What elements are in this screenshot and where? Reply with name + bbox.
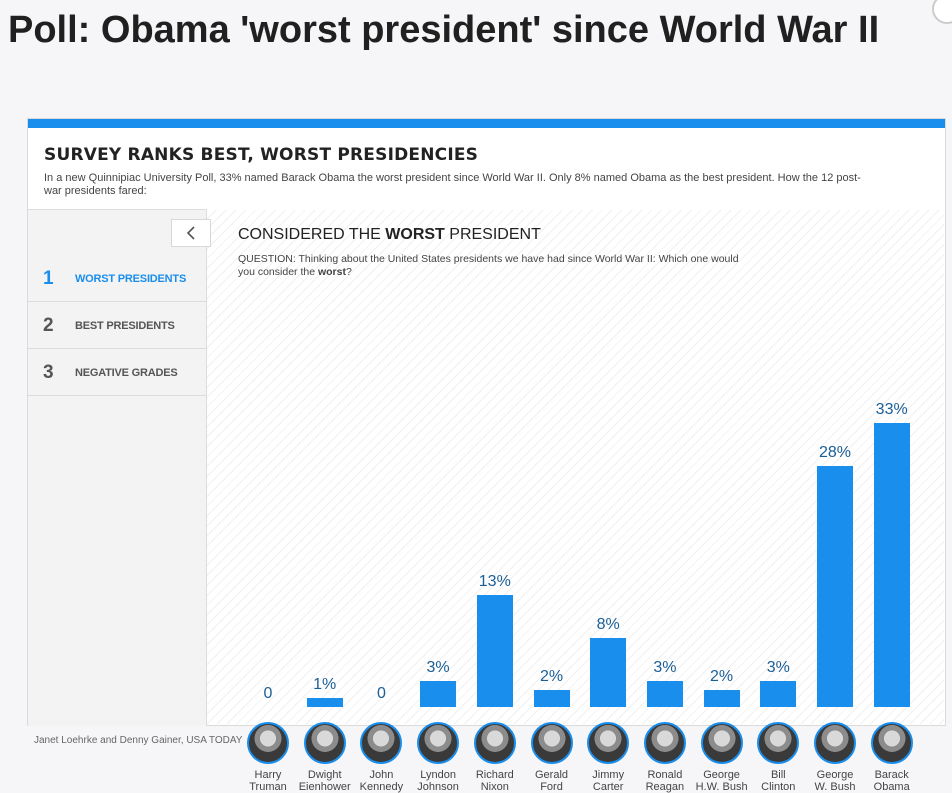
chart-title-bold: WORST xyxy=(385,226,445,243)
bar-value-label: 0 xyxy=(263,685,273,702)
sidebar-item-number: 1 xyxy=(43,268,54,289)
question-bold: worst xyxy=(317,266,346,278)
chart-title-prefix: CONSIDERED THE xyxy=(238,226,386,243)
president-photo xyxy=(814,722,856,764)
president-first-name: Jimmy xyxy=(592,769,625,781)
sidebar-item-number: 3 xyxy=(43,362,54,383)
sidebar-item-negative-grades[interactable]: 3 NEGATIVE GRADES xyxy=(28,350,206,396)
bar-value-label: 2% xyxy=(710,667,734,685)
sidebar-item-worst-presidents[interactable]: 1 WORST PRESIDENTS xyxy=(28,256,206,302)
accent-bar xyxy=(28,119,945,128)
president-photo xyxy=(700,722,743,764)
president-first-name: George xyxy=(816,769,854,781)
president-first-name: Richard xyxy=(475,769,514,781)
bar-11 xyxy=(873,423,910,707)
bar-value-label: 3% xyxy=(766,659,790,677)
president-name-label: Ronald Reagan xyxy=(635,769,695,793)
bar-value-label: 28% xyxy=(818,444,852,462)
bar-value-label: 8% xyxy=(596,616,620,634)
president-photo xyxy=(360,722,403,764)
bar-value-label: 2% xyxy=(539,667,564,685)
president-name-label: Bill Clinton xyxy=(748,769,808,793)
sidebar-item-label: NEGATIVE GRADES xyxy=(75,367,178,379)
bar-1 xyxy=(306,698,343,707)
president-photo xyxy=(530,722,573,764)
president-first-name: Bill xyxy=(770,769,786,781)
president-name-label: Lyndon Johnson xyxy=(408,769,468,793)
sidebar-item-label: WORST PRESIDENTS xyxy=(75,273,187,285)
president-first-name: Ronald xyxy=(647,769,683,781)
president-photo xyxy=(643,722,686,764)
president-name-label: John Kennedy xyxy=(351,769,411,793)
back-button[interactable] xyxy=(171,219,211,247)
president-name-label: Barack Obama xyxy=(862,769,922,793)
president-name-label: George W. Bush xyxy=(805,769,865,793)
bar-value-label: 1% xyxy=(313,676,337,694)
bar-3 xyxy=(420,681,457,707)
bar-4 xyxy=(476,595,513,707)
president-photo xyxy=(303,722,346,764)
president-name-label: Gerald Ford xyxy=(522,769,582,793)
bar-7 xyxy=(646,681,683,707)
president-first-name: Barack xyxy=(874,769,909,781)
chart-area: CONSIDERED THE WORST PRESIDENT QUESTION:… xyxy=(207,210,944,793)
president-name-label: Harry Truman xyxy=(238,769,298,793)
chevron-left-icon xyxy=(186,226,195,240)
president-last-name: H.W. Bush xyxy=(695,781,748,793)
bar-value-label: 3% xyxy=(426,659,450,677)
president-photo xyxy=(417,722,460,764)
president-last-name: Kennedy xyxy=(359,781,404,793)
president-last-name: Johnson xyxy=(417,781,459,793)
president-name-label: Dwight Eienhower xyxy=(295,769,355,793)
president-last-name: Reagan xyxy=(645,781,685,793)
president-photo xyxy=(247,722,289,764)
bar-9 xyxy=(760,681,797,707)
president-last-name: Clinton xyxy=(761,781,796,793)
bar-value-label: 3% xyxy=(653,659,677,677)
credit-line: Janet Loehrke and Denny Gainer, USA TODA… xyxy=(34,735,243,746)
president-first-name: Lyndon xyxy=(420,769,456,781)
president-first-name: Gerald xyxy=(534,769,569,781)
president-first-name: Dwight xyxy=(307,769,342,781)
president-first-name: John xyxy=(369,769,394,781)
sidebar-item-best-presidents[interactable]: 2 BEST PRESIDENTS xyxy=(28,303,206,349)
president-photo xyxy=(587,722,630,764)
sidebar: 1 WORST PRESIDENTS 2 BEST PRESIDENTS 3 N… xyxy=(28,209,211,726)
headline: Poll: Obama 'worst president' since Worl… xyxy=(8,9,880,51)
bar-value-label: 33% xyxy=(875,401,908,418)
bar-10 xyxy=(817,466,853,707)
chart-title-suffix: PRESIDENT xyxy=(444,226,541,243)
infographic-card: SURVEY RANKS BEST, WORST PRESIDENCIES In… xyxy=(27,118,946,793)
president-name-label: George H.W. Bush xyxy=(692,769,752,793)
president-first-name: George xyxy=(703,769,740,781)
sidebar-item-number: 2 xyxy=(43,315,54,336)
close-icon[interactable] xyxy=(932,0,952,24)
chart-title: CONSIDERED THE WORST PRESIDENT xyxy=(238,226,541,244)
president-first-name: Harry xyxy=(254,769,282,781)
president-photo xyxy=(870,722,913,764)
president-last-name: Truman xyxy=(249,781,287,793)
sidebar-item-label: BEST PRESIDENTS xyxy=(75,320,175,332)
president-photo xyxy=(473,722,516,764)
president-last-name: W. Bush xyxy=(814,781,856,793)
question-suffix: ? xyxy=(345,266,352,278)
bar-6 xyxy=(590,638,627,707)
president-last-name: Eienhower xyxy=(298,781,351,793)
card-description: In a new Quinnipiac University Poll, 33%… xyxy=(44,172,861,197)
president-last-name: Obama xyxy=(873,781,910,793)
card-title: SURVEY RANKS BEST, WORST PRESIDENCIES xyxy=(44,145,479,165)
bar-8 xyxy=(703,689,740,707)
president-last-name: Ford xyxy=(540,781,563,793)
president-last-name: Nixon xyxy=(480,781,509,793)
bar-5 xyxy=(533,689,570,707)
president-name-label: Jimmy Carter xyxy=(578,769,638,793)
bar-value-label: 0 xyxy=(376,685,386,702)
president-last-name: Carter xyxy=(592,781,624,793)
chart-question: QUESTION: Thinking about the United Stat… xyxy=(238,253,758,279)
president-name-label: Richard Nixon xyxy=(465,769,525,793)
president-photo xyxy=(757,722,800,764)
question-prefix: QUESTION: Thinking about the United Stat… xyxy=(238,253,739,278)
bar-value-label: 13% xyxy=(478,573,511,591)
